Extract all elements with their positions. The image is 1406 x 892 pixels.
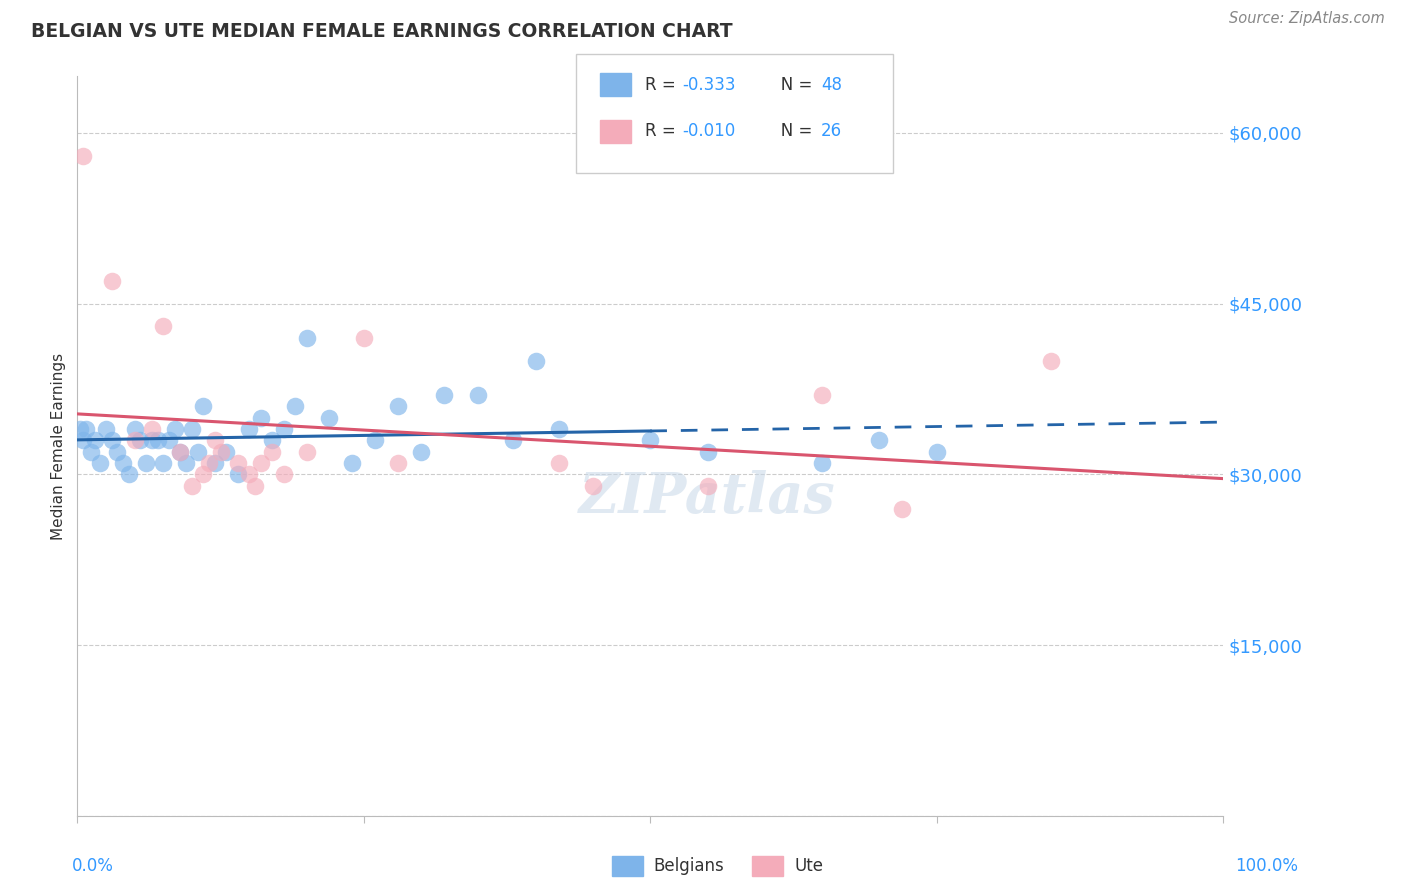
Point [1040,353,1063,368]
Point [118,467,141,482]
Text: BELGIAN VS UTE MEDIAN FEMALE EARNINGS CORRELATION CHART: BELGIAN VS UTE MEDIAN FEMALE EARNINGS CO… [31,22,733,41]
Point [112,456,135,470]
Point [209,444,232,458]
Point [215,444,238,458]
Point [262,444,284,458]
Text: 100.0%: 100.0% [1234,857,1298,875]
Point [387,399,409,413]
Point [238,467,260,482]
Point [94,422,117,436]
Point [249,410,271,425]
Y-axis label: Median Female Earnings: Median Female Earnings [51,352,66,540]
Point [83,434,105,448]
Point [467,388,489,402]
Point [353,331,375,345]
Point [180,422,204,436]
Point [193,467,215,482]
Point [891,501,914,516]
Point [157,434,180,448]
Point [811,456,834,470]
Text: Ute: Ute [794,857,824,875]
Point [80,444,103,458]
Point [387,456,409,470]
Text: Source: ZipAtlas.com: Source: ZipAtlas.com [1229,11,1385,26]
Point [640,434,662,448]
Point [129,434,152,448]
Point [204,456,226,470]
Point [524,353,547,368]
Text: N =: N = [765,76,817,94]
Point [146,434,169,448]
Text: R =: R = [645,76,682,94]
Point [180,479,204,493]
Text: 48: 48 [821,76,842,94]
Point [411,444,433,458]
Point [273,467,295,482]
Text: N =: N = [765,122,817,140]
Point [502,434,524,448]
Text: 0.0%: 0.0% [72,857,114,875]
Point [869,434,891,448]
Point [163,422,186,436]
Point [696,479,718,493]
Point [124,422,146,436]
Text: -0.333: -0.333 [682,76,735,94]
Point [342,456,364,470]
Point [193,399,215,413]
Point [295,444,318,458]
Point [198,456,221,470]
Text: Belgians: Belgians [654,857,724,875]
Point [273,422,295,436]
Text: 26: 26 [821,122,842,140]
Point [72,148,94,162]
Point [925,444,948,458]
Point [284,399,307,413]
Point [141,422,163,436]
Point [582,479,605,493]
Point [249,456,271,470]
Point [187,444,209,458]
Point [89,456,111,470]
Point [696,444,718,458]
Point [100,434,122,448]
Point [152,319,174,334]
Point [124,434,146,448]
Text: ZIPatlas: ZIPatlas [579,470,837,525]
Point [135,456,157,470]
Point [547,422,569,436]
Text: -0.010: -0.010 [682,122,735,140]
Point [76,422,98,436]
Point [433,388,456,402]
Point [295,331,318,345]
Point [243,479,266,493]
Point [238,422,260,436]
Point [72,434,94,448]
Point [364,434,387,448]
Point [262,434,284,448]
Point [204,434,226,448]
Point [169,444,191,458]
Point [107,444,129,458]
Point [318,410,340,425]
Point [811,388,834,402]
Point [226,467,249,482]
Point [547,456,569,470]
Point [174,456,197,470]
Text: R =: R = [645,122,682,140]
Point [169,444,191,458]
Point [152,456,174,470]
Point [141,434,163,448]
Point [100,274,122,288]
Point [69,422,91,436]
Point [226,456,249,470]
